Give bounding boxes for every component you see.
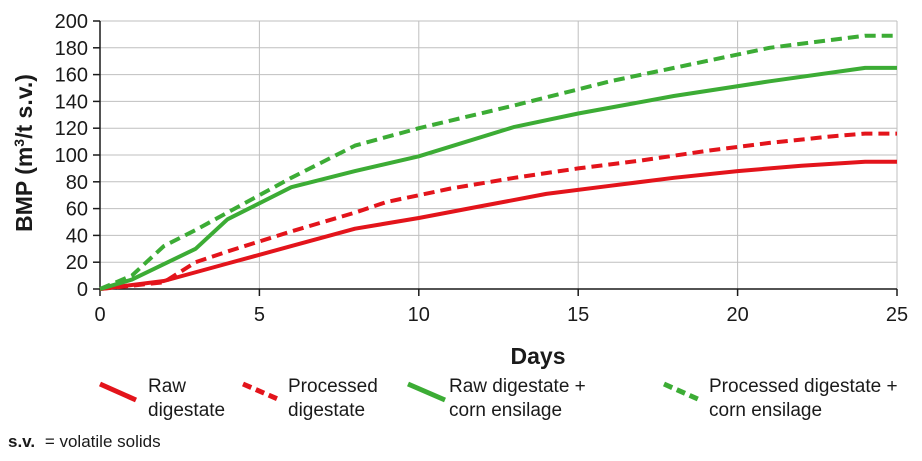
y-tick-label-80: 80 (66, 172, 88, 194)
legend-label-3-line-2: corn ensilage (449, 400, 562, 421)
x-tick-label-15: 15 (567, 304, 589, 326)
y-tick-label-0: 0 (77, 279, 88, 301)
x-tick-label-0: 0 (94, 304, 105, 326)
legend-swatch-1 (98, 381, 138, 403)
x-tick-label-5: 5 (254, 304, 265, 326)
legend-item-1: Raw digestate (98, 376, 225, 421)
y-tick-label-20: 20 (66, 252, 88, 274)
axis-layer (93, 20, 898, 296)
legend-label-1-line-2: digestate (148, 400, 225, 421)
legend-item-4: Processed digestate + corn ensilage (662, 376, 898, 421)
footnote-definition: = volatile solids (45, 432, 161, 451)
legend-label-4-line-1: Processed digestate + (709, 376, 898, 397)
series-line-4 (99, 33, 897, 291)
series-line-1 (99, 159, 897, 291)
y-tick-label-200: 200 (55, 11, 88, 33)
x-tick-labels: 0 5 10 15 20 25 (94, 304, 908, 326)
y-tick-label-140: 140 (55, 91, 88, 113)
legend-swatch-4 (662, 381, 702, 403)
y-tick-label-120: 120 (55, 118, 88, 140)
y-tick-label-180: 180 (55, 38, 88, 60)
legend-label-1-line-1: Raw (148, 376, 186, 397)
legend-item-3: Raw digestate + corn ensilage (407, 376, 586, 421)
legend-label-2-line-1: Processed (288, 376, 378, 397)
legend-label-2-line-2: digestate (288, 400, 365, 421)
y-tick-label-40: 40 (66, 225, 88, 247)
footnote-term: s.v. (8, 432, 35, 451)
y-tick-labels: 0 20 40 60 80 100 120 140 160 180 200 (55, 11, 88, 301)
legend-swatch-2 (242, 381, 281, 403)
series-layer (99, 33, 897, 291)
y-tick-label-60: 60 (66, 199, 88, 221)
x-axis-title: Days (511, 343, 566, 369)
series-line-3 (99, 65, 897, 291)
x-tick-label-10: 10 (408, 304, 430, 326)
legend-label-3-line-1: Raw digestate + (449, 376, 586, 397)
y-tick-label-100: 100 (55, 145, 88, 167)
legend-label-4-line-2: corn ensilage (709, 400, 822, 421)
series-line-2 (99, 131, 897, 291)
grid-layer (100, 20, 898, 289)
legend-swatch-3 (407, 381, 446, 403)
y-axis-title: BMP (m3/t s.v.) (11, 74, 37, 232)
y-tick-label-160: 160 (55, 65, 88, 87)
footnote: s.v. = volatile solids (8, 432, 161, 451)
x-tick-label-25: 25 (886, 304, 908, 326)
legend-item-2: Processed digestate (242, 376, 378, 421)
x-tick-label-20: 20 (726, 304, 748, 326)
